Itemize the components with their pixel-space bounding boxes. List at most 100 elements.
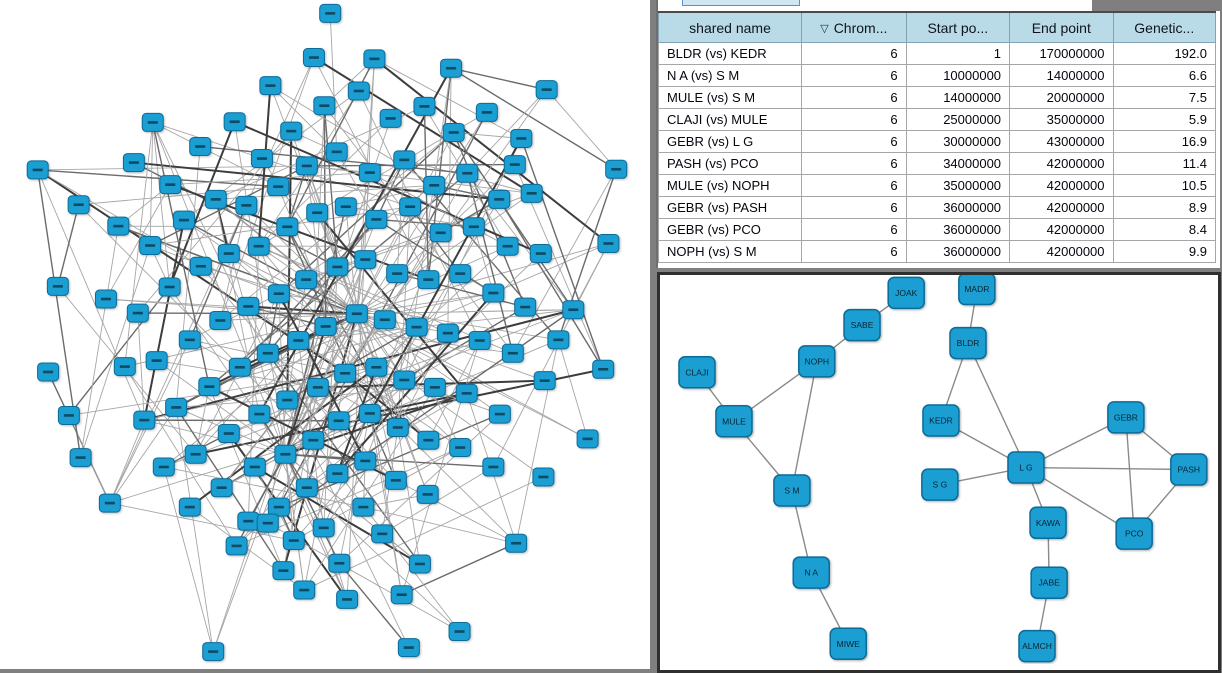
network-edge[interactable]: [356, 313, 397, 481]
network-edge[interactable]: [284, 453, 340, 564]
network-edge[interactable]: [286, 131, 293, 401]
network-edge[interactable]: [270, 85, 338, 153]
network-edge[interactable]: [338, 413, 371, 564]
network-node[interactable]: [210, 478, 233, 498]
network-edge[interactable]: [453, 132, 526, 308]
genetic-network-canvas[interactable]: JOAK SABE NOPH CLAJI MULE S M N A MIWE MADR BLDR K…: [660, 275, 1212, 664]
network-edge[interactable]: [215, 199, 358, 315]
network-node[interactable]: [209, 310, 232, 330]
network-edge[interactable]: [376, 245, 508, 368]
network-node[interactable]: [386, 264, 409, 284]
network-edge[interactable]: [403, 138, 522, 381]
network-node[interactable]: [235, 195, 258, 215]
network-node-almch[interactable]: ALMCH: [1018, 629, 1056, 663]
network-edge[interactable]: [80, 245, 151, 458]
network-edge[interactable]: [183, 219, 544, 478]
network-node[interactable]: [496, 236, 519, 256]
network-edge[interactable]: [124, 122, 154, 367]
network-node[interactable]: [306, 203, 329, 223]
network-node-noph[interactable]: NOPH: [798, 345, 836, 378]
network-edge[interactable]: [144, 419, 286, 455]
network-edge[interactable]: [258, 67, 452, 415]
network-node[interactable]: [247, 236, 270, 256]
network-node[interactable]: [510, 128, 533, 148]
network-node[interactable]: [282, 531, 305, 551]
network-node-jabe[interactable]: JABE: [1030, 566, 1068, 599]
network-edge[interactable]: [404, 379, 501, 415]
network-edge[interactable]: [143, 219, 185, 421]
network-edge[interactable]: [546, 89, 617, 170]
table-row[interactable]: GEBR (vs) PASH 6 36000000 42000000 8.9: [657, 196, 1217, 219]
network-node[interactable]: [533, 371, 556, 391]
network-node[interactable]: [178, 330, 201, 350]
table-row[interactable]: MULE (vs) NOPH 6 35000000 42000000 10.5: [657, 174, 1217, 197]
network-node[interactable]: [390, 585, 413, 605]
network-node[interactable]: [449, 264, 472, 284]
network-edge[interactable]: [303, 313, 358, 591]
network-edge[interactable]: [1025, 466, 1189, 471]
table-row[interactable]: MULE (vs) S M 6 14000000 20000000 7.5: [657, 86, 1217, 109]
column-header-chromosome[interactable]: ▽ Chrom...: [801, 11, 907, 43]
column-header-end-point[interactable]: End point: [1009, 11, 1114, 43]
network-edge[interactable]: [356, 172, 371, 314]
network-edge[interactable]: [395, 479, 517, 544]
network-edge[interactable]: [168, 121, 236, 288]
network-edge[interactable]: [323, 105, 339, 267]
network-node[interactable]: [416, 484, 439, 504]
network-edge[interactable]: [416, 292, 494, 328]
network-edge[interactable]: [313, 56, 533, 195]
network-edge[interactable]: [396, 159, 405, 274]
network-edge[interactable]: [317, 112, 488, 388]
network-edge[interactable]: [284, 454, 305, 591]
network-node[interactable]: [276, 390, 299, 410]
network-edge[interactable]: [212, 454, 286, 652]
network-node-gebr[interactable]: GEBR: [1107, 401, 1145, 434]
network-node[interactable]: [94, 289, 117, 309]
network-edge[interactable]: [124, 366, 237, 547]
network-node[interactable]: [69, 448, 92, 468]
network-edge[interactable]: [144, 419, 339, 422]
network-edge[interactable]: [323, 266, 338, 528]
network-node-sm[interactable]: S M: [773, 474, 811, 507]
network-node-miwe[interactable]: MIWE: [829, 627, 867, 661]
network-node[interactable]: [158, 277, 181, 297]
network-node[interactable]: [267, 177, 290, 197]
network-node[interactable]: [295, 270, 318, 290]
network-node[interactable]: [384, 470, 407, 490]
network-edge[interactable]: [1125, 417, 1135, 534]
network-edge[interactable]: [364, 326, 418, 462]
network-edge[interactable]: [277, 293, 367, 462]
network-edge[interactable]: [356, 192, 532, 315]
main-network-view[interactable]: [0, 0, 650, 669]
network-node[interactable]: [488, 404, 511, 424]
network-node[interactable]: [503, 155, 526, 175]
network-node[interactable]: [272, 561, 295, 581]
network-edge[interactable]: [466, 173, 514, 354]
column-header-shared-name[interactable]: shared name: [657, 11, 803, 43]
network-node[interactable]: [223, 112, 246, 132]
network-node[interactable]: [267, 284, 290, 304]
network-node[interactable]: [423, 377, 446, 397]
network-node[interactable]: [228, 357, 251, 377]
network-node[interactable]: [347, 81, 370, 101]
network-node[interactable]: [67, 195, 90, 215]
network-node[interactable]: [250, 149, 273, 169]
network-node[interactable]: [122, 153, 145, 173]
network-edge[interactable]: [37, 169, 145, 421]
network-node[interactable]: [532, 467, 555, 487]
network-node[interactable]: [371, 524, 394, 544]
network-node[interactable]: [547, 330, 570, 350]
network-edge[interactable]: [284, 232, 442, 455]
network-node[interactable]: [456, 163, 479, 183]
network-edge[interactable]: [163, 466, 214, 652]
network-edge[interactable]: [144, 308, 574, 422]
network-edge[interactable]: [80, 226, 119, 458]
network-edge[interactable]: [427, 340, 481, 441]
network-node[interactable]: [482, 283, 505, 303]
network-node-joak[interactable]: JOAK: [887, 276, 925, 310]
network-edge[interactable]: [156, 360, 286, 455]
network-node[interactable]: [423, 175, 446, 195]
network-node[interactable]: [529, 244, 552, 264]
network-edge[interactable]: [267, 293, 280, 354]
network-node[interactable]: [326, 257, 349, 277]
